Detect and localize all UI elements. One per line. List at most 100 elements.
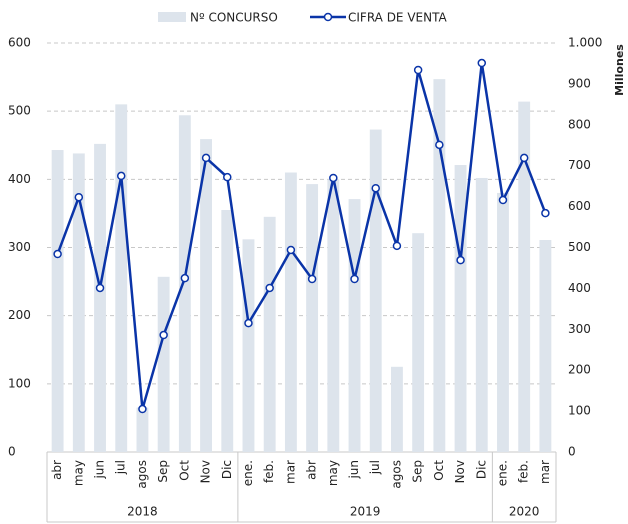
legend-label: CIFRA DE VENTA xyxy=(348,11,447,25)
line-marker xyxy=(180,273,190,283)
x-tick-label: jul xyxy=(114,460,128,475)
x-tick-label: Sep xyxy=(411,460,425,483)
line-marker xyxy=(138,404,147,414)
x-tick-label: agos xyxy=(135,460,149,489)
bar xyxy=(518,101,531,452)
bar xyxy=(178,115,191,453)
y2-tick-label: 200 xyxy=(568,363,591,377)
line-marker xyxy=(201,153,211,163)
bar xyxy=(94,143,106,453)
bar xyxy=(412,233,425,452)
bar xyxy=(221,210,234,452)
y-tick-label: 100 xyxy=(8,376,31,390)
y2-tick-label: 500 xyxy=(568,240,591,254)
x-tick-label: Dic xyxy=(474,460,488,479)
y-tick-label: 0 xyxy=(8,445,16,459)
bar xyxy=(157,276,170,452)
bar xyxy=(284,172,297,452)
bar xyxy=(433,79,446,453)
bar xyxy=(475,177,488,452)
line-marker xyxy=(95,283,105,293)
line-marker xyxy=(53,249,62,259)
legend-label: Nº CONCURSO xyxy=(190,11,278,25)
x-tick-label: Nov xyxy=(199,460,213,483)
line-marker xyxy=(116,171,126,181)
bar xyxy=(200,139,213,453)
x-tick-label: jun xyxy=(347,460,361,480)
y-tick-label: 300 xyxy=(8,240,31,254)
x-tick-label: abr xyxy=(50,460,64,480)
bar xyxy=(306,184,319,453)
x-tick-label: ene. xyxy=(495,460,509,486)
x-tick-label: may xyxy=(326,460,340,486)
line-marker xyxy=(307,274,317,284)
x-tick-label: mar xyxy=(283,460,297,484)
line-marker xyxy=(329,173,338,183)
y2-tick-label: 900 xyxy=(568,76,591,90)
bar xyxy=(242,239,255,452)
bar xyxy=(263,216,276,452)
x-tick-label: agos xyxy=(389,460,403,489)
line-marker xyxy=(541,208,550,218)
x-tick-label: may xyxy=(71,460,85,486)
line-marker xyxy=(244,318,253,328)
x-tick-label: Sep xyxy=(156,460,170,483)
line-marker xyxy=(477,58,487,68)
line-marker xyxy=(159,330,168,340)
bar xyxy=(369,129,382,453)
x-tick-label: feb. xyxy=(517,460,531,483)
line-marker xyxy=(371,183,380,193)
line-marker xyxy=(392,241,402,251)
line-marker xyxy=(286,245,296,255)
bar xyxy=(539,240,552,452)
bar xyxy=(115,104,128,452)
x-tick-label: Oct xyxy=(432,460,446,481)
group-label: 2019 xyxy=(350,505,381,519)
y-tick-label: 400 xyxy=(8,172,31,186)
x-tick-label: feb. xyxy=(262,460,276,483)
y2-tick-label: 700 xyxy=(568,158,591,172)
line-marker xyxy=(498,195,508,205)
y2-tick-label: 1.000 xyxy=(568,36,602,50)
bar xyxy=(497,192,509,452)
bar xyxy=(454,165,467,453)
line-marker xyxy=(456,255,465,265)
x-tick-label: ene. xyxy=(241,460,255,486)
x-tick-label: jul xyxy=(368,460,382,475)
group-label: 2020 xyxy=(509,505,540,519)
y2-tick-label: 0 xyxy=(568,445,576,459)
group-label: 2018 xyxy=(127,505,158,519)
bar xyxy=(136,407,149,452)
bar xyxy=(72,153,85,452)
bar xyxy=(390,366,403,452)
y2-tick-label: 400 xyxy=(568,281,591,295)
x-tick-label: jun xyxy=(93,460,107,480)
bar xyxy=(348,199,361,452)
bar xyxy=(327,179,340,453)
x-tick-label: Dic xyxy=(220,460,234,479)
y-tick-label: 600 xyxy=(8,36,31,50)
x-tick-label: mar xyxy=(538,460,552,484)
y2-axis-title: Millones xyxy=(613,44,626,96)
bar xyxy=(51,150,64,452)
legend-swatch xyxy=(158,12,186,22)
line-marker xyxy=(519,153,529,163)
legend-swatch xyxy=(323,12,333,22)
y-tick-label: 200 xyxy=(8,308,31,322)
y2-tick-label: 600 xyxy=(568,199,591,213)
y2-tick-label: 300 xyxy=(568,322,591,336)
y-tick-label: 500 xyxy=(8,104,31,118)
line-marker xyxy=(350,274,359,284)
x-tick-label: abr xyxy=(305,460,319,480)
y2-tick-label: 100 xyxy=(568,404,591,418)
line-marker xyxy=(413,65,423,75)
line-marker xyxy=(265,283,274,293)
line-marker xyxy=(435,140,444,150)
line-marker xyxy=(74,192,84,202)
x-tick-label: Nov xyxy=(453,460,467,483)
line-marker xyxy=(223,172,232,182)
line xyxy=(56,62,547,410)
x-tick-label: Oct xyxy=(177,460,191,481)
y2-tick-label: 800 xyxy=(568,117,591,131)
